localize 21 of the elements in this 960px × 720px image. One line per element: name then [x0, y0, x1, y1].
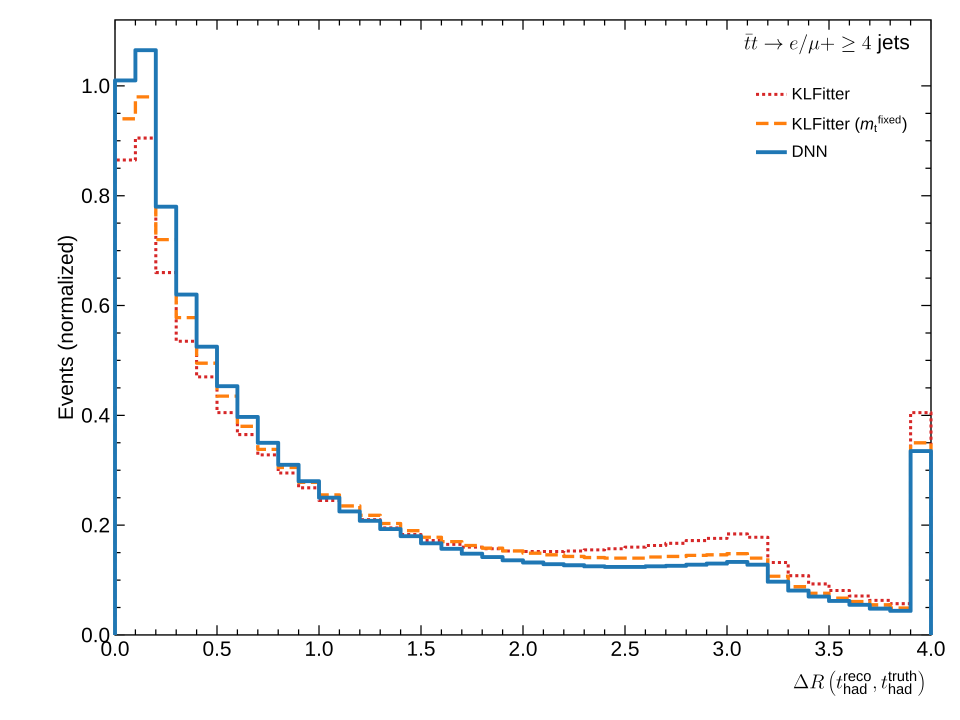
y-tick-label: 1.0 — [82, 78, 110, 94]
x-tick-label: 1.5 — [408, 641, 435, 656]
legend-label: DNN — [792, 145, 826, 157]
x-tick-label: 3.0 — [713, 641, 741, 656]
x-tick-label: 4.0 — [917, 641, 945, 656]
legend-title: $\bar{t}t \rightarrow e/\mu + \geq 4~\mathrm{jets}$ — [744, 34, 909, 54]
x-axis-title: $\Delta R\left(t_{\mathrm{had}}^{\mathrm{reco}}, t_{\mathrm{had}}^{\mathrm{truth}}\right)$ — [794, 670, 924, 696]
y-tick-label: 0.0 — [82, 628, 110, 642]
legend-label: KLFitter (m$_{t}$$^{fixed}$) — [792, 115, 906, 133]
x-tick-label: 2.5 — [612, 641, 639, 656]
legend-label: KLFitter — [792, 87, 850, 100]
y-tick-label: 0.8 — [82, 188, 110, 204]
y-tick-label: 0.4 — [82, 408, 110, 423]
x-tick-label: 1.0 — [306, 641, 333, 656]
x-tick-label: 0.0 — [101, 641, 129, 656]
x-tick-label: 0.5 — [203, 641, 231, 656]
x-tick-label: 2.0 — [510, 641, 537, 656]
y-axis-title: Events (normalized) — [58, 236, 78, 418]
y-tick-label: 0.2 — [82, 518, 110, 533]
x-tick-label: 3.5 — [815, 641, 843, 656]
y-tick-label: 0.6 — [82, 298, 110, 313]
